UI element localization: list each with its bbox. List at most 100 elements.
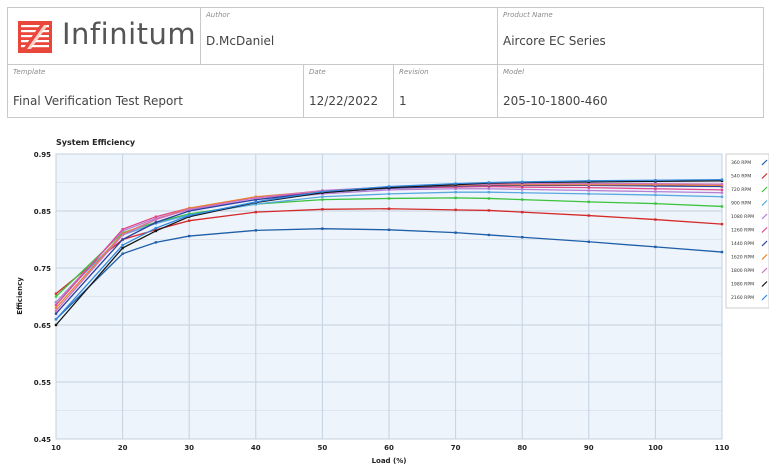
- data-point: [254, 196, 257, 200]
- model-caption: Model: [503, 68, 525, 76]
- data-point: [154, 241, 158, 244]
- revision-value: 1: [399, 94, 407, 108]
- data-point: [387, 185, 391, 188]
- x-tick-label: 10: [51, 444, 61, 452]
- data-point: [720, 183, 724, 186]
- data-point: [254, 198, 257, 201]
- data-point: [587, 214, 590, 217]
- data-point: [387, 188, 391, 192]
- data-point: [587, 192, 590, 196]
- data-point: [154, 229, 158, 233]
- y-tick-label: 0.95: [34, 151, 51, 159]
- data-point: [121, 229, 124, 233]
- data-point: [720, 191, 724, 194]
- data-point: [720, 195, 724, 198]
- data-point: [521, 236, 524, 239]
- data-point: [720, 250, 724, 254]
- data-point: [321, 190, 324, 193]
- data-point: [54, 303, 58, 307]
- data-point: [387, 192, 391, 196]
- data-point: [321, 227, 324, 230]
- data-point: [454, 187, 457, 190]
- logo-wordmark: Infinitum: [62, 17, 197, 51]
- data-point: [121, 233, 124, 237]
- data-point: [254, 200, 257, 204]
- x-tick-label: 70: [451, 444, 461, 452]
- product-value: Aircore EC Series: [503, 34, 606, 48]
- y-axis-label: Efficiency: [16, 277, 24, 315]
- x-tick-label: 110: [715, 444, 730, 452]
- data-point: [654, 193, 657, 197]
- chart-title: System Efficiency: [56, 138, 136, 147]
- data-point: [254, 229, 257, 232]
- data-point: [121, 252, 124, 255]
- legend-label: 720 RPM: [731, 187, 751, 193]
- data-point: [121, 244, 124, 247]
- data-point: [654, 218, 657, 221]
- product-cell: Product Name Aircore EC Series: [497, 7, 764, 65]
- data-point: [321, 208, 324, 211]
- data-point: [54, 312, 58, 315]
- template-caption: Template: [13, 68, 46, 76]
- legend-swatch: [761, 227, 768, 233]
- system-efficiency-chart: System Efficiency 10 20 30 40 50 60 70 80 90 100 1…: [16, 138, 769, 465]
- product-caption: Product Name: [503, 11, 553, 19]
- series-lines: [54, 178, 724, 327]
- x-axis-ticks: 10 20 30 40 50 60 70 80 90 100 110: [51, 444, 729, 452]
- data-point: [387, 228, 391, 232]
- data-point: [54, 309, 58, 312]
- legend-label: 360 RPM: [731, 160, 751, 166]
- data-point: [654, 182, 657, 185]
- data-point: [587, 240, 590, 243]
- legend-swatch: [761, 294, 768, 301]
- data-point: [654, 190, 657, 193]
- revision-caption: Revision: [399, 68, 429, 76]
- legend-swatch: [761, 281, 768, 287]
- data-point: [487, 181, 491, 184]
- legend: [725, 153, 769, 309]
- series-360-rpm: [54, 227, 724, 321]
- data-point: [654, 202, 657, 205]
- date-value: 12/22/2022: [309, 94, 379, 108]
- legend-swatch: [761, 267, 768, 274]
- legend-swatch: [761, 186, 768, 193]
- y-tick-label: 0.85: [34, 208, 51, 216]
- template-value: Final Verification Test Report: [13, 94, 183, 108]
- data-point: [521, 185, 524, 189]
- data-point: [188, 208, 191, 211]
- y-tick-label: 0.75: [34, 265, 51, 273]
- data-point: [720, 178, 724, 181]
- data-point: [54, 323, 58, 327]
- data-point: [154, 218, 158, 221]
- data-point: [454, 208, 457, 212]
- data-point: [387, 207, 391, 210]
- data-point: [54, 292, 58, 295]
- logo-cell: Infinitum: [7, 7, 201, 65]
- legend-swatch: [761, 173, 768, 179]
- data-point: [521, 191, 524, 194]
- data-point: [387, 197, 391, 200]
- data-point: [321, 198, 324, 201]
- data-point: [587, 189, 590, 192]
- data-point: [521, 210, 524, 214]
- legend-swatch: [761, 159, 768, 166]
- data-point: [321, 195, 324, 198]
- data-point: [587, 200, 590, 204]
- data-point: [121, 238, 124, 241]
- date-cell: Date 12/22/2022: [303, 64, 394, 118]
- data-point: [188, 234, 191, 238]
- data-point: [521, 188, 524, 191]
- legend-label: 1620 RPM: [731, 255, 754, 261]
- y-tick-label: 0.65: [34, 322, 51, 330]
- y-tick-label: 0.55: [34, 379, 51, 387]
- author-value: D.McDaniel: [206, 34, 275, 48]
- legend-swatch: [761, 200, 768, 206]
- data-point: [720, 188, 724, 192]
- legend-swatch: [761, 254, 768, 260]
- legend-swatch: [761, 213, 768, 220]
- y-tick-label: 0.45: [34, 436, 51, 444]
- data-point: [587, 186, 590, 189]
- data-point: [121, 228, 124, 231]
- data-point: [654, 187, 657, 190]
- legend-label: 540 RPM: [731, 174, 751, 180]
